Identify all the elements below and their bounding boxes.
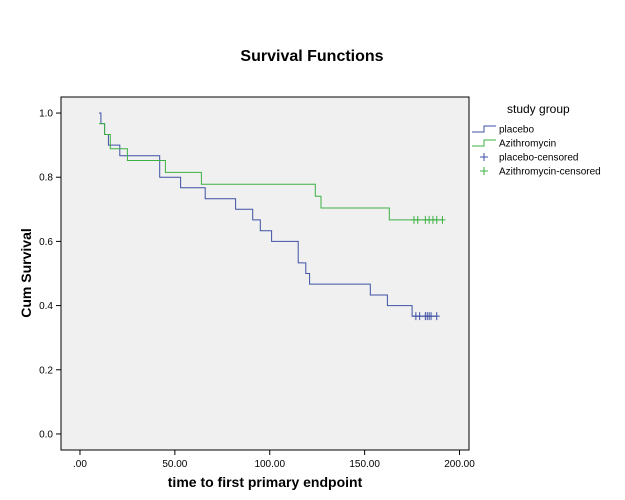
x-tick-label: .00 xyxy=(73,459,87,470)
legend-swatch-azithromycin xyxy=(472,139,496,147)
x-tick-label: 100.00 xyxy=(254,459,285,470)
legend-label-azithromycin-censored: Azithromycin-censored xyxy=(499,167,601,178)
x-tick-label: 50.00 xyxy=(162,459,187,470)
y-axis-label: Cum Survival xyxy=(18,228,34,317)
x-tick-label: 200.00 xyxy=(444,459,475,470)
x-axis: .00 50.00 100.00 150.00 200.00 xyxy=(73,450,475,470)
legend: study group placebo Azithromycin placebo-c… xyxy=(472,102,601,178)
legend-label-azithromycin: Azithromycin xyxy=(499,139,556,150)
azithromycin-survival-line xyxy=(99,123,443,221)
azithromycin-censor-mark xyxy=(414,215,421,224)
placebo-censor-mark xyxy=(433,312,440,321)
legend-swatch-placebo-censored xyxy=(480,153,488,161)
legend-title: study group xyxy=(507,102,570,116)
azithromycin-censor-mark xyxy=(439,215,446,224)
y-axis: 0.0 0.2 0.4 0.6 0.8 1.0 xyxy=(39,109,61,440)
series-layer xyxy=(99,112,446,321)
plot-area xyxy=(60,96,470,451)
x-axis-label: time to first primary endpoint xyxy=(168,474,363,490)
legend-label-placebo: placebo xyxy=(499,125,534,136)
placebo-survival-line xyxy=(99,112,437,317)
azithromycin-censor-mark xyxy=(433,215,440,224)
legend-swatch-azithromycin-censored xyxy=(480,167,488,175)
y-tick-label: 0.6 xyxy=(39,237,53,248)
x-tick-label: 150.00 xyxy=(349,459,380,470)
y-tick-label: 0.0 xyxy=(39,429,53,440)
placebo-censor-mark xyxy=(416,312,423,321)
y-tick-label: 1.0 xyxy=(39,109,53,120)
y-tick-label: 0.2 xyxy=(39,365,53,376)
y-tick-label: 0.4 xyxy=(39,301,53,312)
y-tick-label: 0.8 xyxy=(39,173,53,184)
legend-swatch-placebo xyxy=(472,125,496,133)
legend-label-placebo-censored: placebo-censored xyxy=(499,153,579,164)
chart-title: Survival Functions xyxy=(240,48,383,65)
placebo-censor-mark xyxy=(428,312,435,321)
